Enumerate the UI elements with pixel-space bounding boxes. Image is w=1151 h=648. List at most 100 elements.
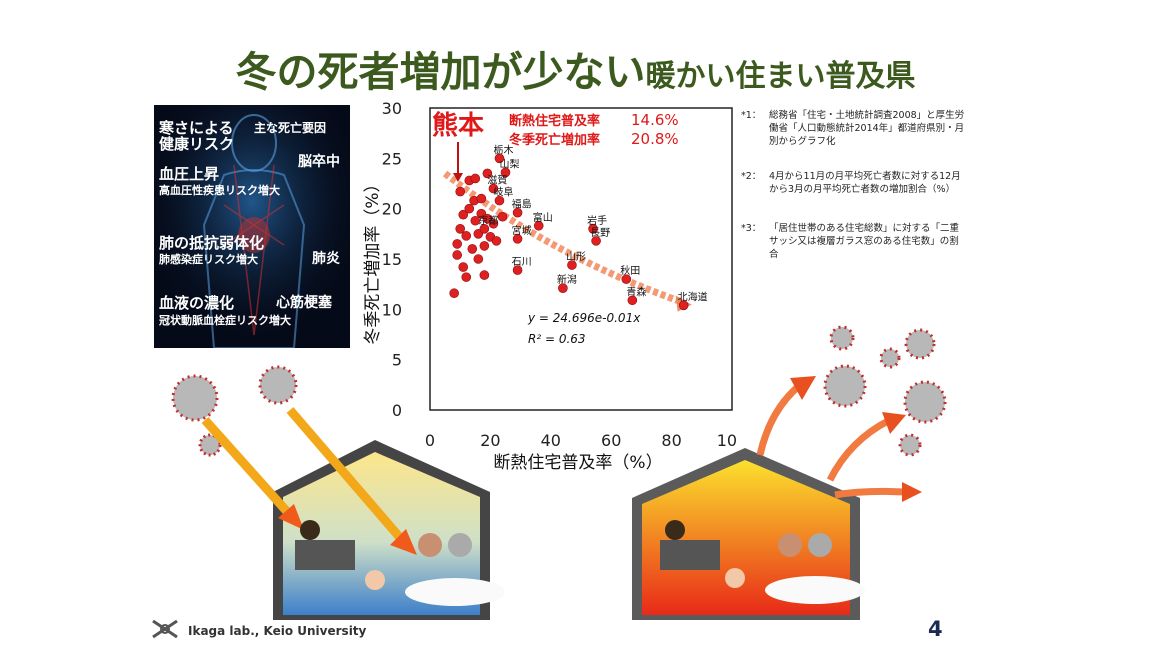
y-tick-label: 0 xyxy=(392,401,402,420)
trend-line xyxy=(442,170,685,306)
slide-title: 冬の死者増加が少ない暖かい住まい普及県 xyxy=(0,38,1151,98)
data-point xyxy=(479,224,490,234)
risk-heading-1: 寒さによる xyxy=(159,119,234,137)
data-point xyxy=(533,220,544,231)
highlight-value-1: 14.6% xyxy=(631,111,679,129)
risk-item-3-head: 血液の濃化 xyxy=(159,294,235,312)
point-label: 岐阜 xyxy=(493,186,513,199)
point-label: 北海道 xyxy=(678,290,708,303)
footer-lab-name: Ikaga lab., Keio University xyxy=(188,624,367,638)
data-point xyxy=(458,262,469,272)
risk-heading-2: 健康リスク xyxy=(159,135,235,153)
footnote-1-text: 総務省「住宅・土地統計調査2008」と厚生労働省「人口動態統計2014年」都道府… xyxy=(769,110,965,147)
warm-air-arrow-icon xyxy=(756,376,922,502)
risk-item-1-disease: 脳卒中 xyxy=(298,154,340,170)
cold-house-illustration xyxy=(171,365,505,620)
data-point xyxy=(476,193,487,204)
data-point xyxy=(497,211,508,222)
slide-title-main: 冬の死者増加が少ない xyxy=(235,48,646,96)
point-label: 宮城 xyxy=(512,224,532,237)
data-point xyxy=(558,283,568,293)
warm-house-illustration xyxy=(632,325,947,620)
data-point xyxy=(482,168,493,179)
point-label: 富山 xyxy=(533,211,553,224)
y-tick-label: 20 xyxy=(382,200,402,219)
point-label: 長野 xyxy=(590,227,610,239)
data-point xyxy=(567,260,577,270)
data-point xyxy=(455,186,465,197)
risk-item-2-disease: 肺炎 xyxy=(312,251,340,267)
data-point xyxy=(494,195,505,206)
point-label: 石川 xyxy=(512,257,532,268)
point-label: 滋賀 xyxy=(487,174,507,187)
risk-item-1-sub: 高血圧性疾患リスク増大 xyxy=(159,184,280,197)
r2-label: R² = 0.63 xyxy=(528,332,586,346)
virus-icon xyxy=(823,325,947,457)
footnote-3-mark: *3： xyxy=(741,223,762,234)
data-point xyxy=(467,244,478,254)
y-tick-label: 5 xyxy=(392,351,402,370)
data-point xyxy=(512,265,523,275)
x-tick-label: 0 xyxy=(425,431,435,450)
highlight-label-2: 冬季死亡増加率 xyxy=(509,132,600,148)
data-point xyxy=(494,153,505,164)
cold-air-arrow-icon xyxy=(201,407,417,555)
highlight-label-1: 断熱住宅普及率 xyxy=(509,113,600,129)
point-label: 山形 xyxy=(566,251,586,263)
data-point xyxy=(488,218,499,229)
risk-item-2-head: 肺の抵抗弱体化 xyxy=(159,234,265,252)
x-tick-label: 40 xyxy=(541,431,561,450)
data-point xyxy=(627,295,638,306)
data-point xyxy=(479,241,490,251)
highlight-value-2: 20.8% xyxy=(631,130,679,148)
data-point xyxy=(512,207,523,218)
point-label: 栃木 xyxy=(493,143,513,156)
data-point xyxy=(452,239,462,249)
highlight-arrowhead xyxy=(453,173,463,182)
point-label: 京都 xyxy=(478,214,498,227)
data-point xyxy=(473,254,484,264)
point-label: 岩手 xyxy=(587,214,607,227)
x-tick-label: 80 xyxy=(661,431,681,450)
family-icon xyxy=(295,520,505,606)
point-label: 秋田 xyxy=(620,264,640,277)
footnote-2-mark: *2： xyxy=(741,171,762,182)
scatter-chart: 0 5 10 15 20 25 30 0 20 40 60 80 100 栃木山梨滋賀岐阜福島京都宮城… xyxy=(363,100,738,473)
footnote-3: *3： 「居住世帯のある住宅総数」に対する「二重サッシ又は複層ガラス窓のある住宅… xyxy=(741,222,965,268)
data-point xyxy=(588,224,598,234)
footnote-1-mark: *1： xyxy=(741,110,762,121)
point-label: 山梨 xyxy=(500,157,520,170)
data-point xyxy=(470,215,481,226)
highlight-name: 熊本 xyxy=(432,110,484,141)
point-label: 青森 xyxy=(626,285,646,298)
slide-title-sub: 暖かい住まい普及県 xyxy=(645,59,916,94)
virus-icon xyxy=(171,365,298,457)
data-point xyxy=(449,288,459,299)
point-label: 福島 xyxy=(512,198,532,211)
x-tick-label: 20 xyxy=(480,431,500,450)
data-point xyxy=(621,274,632,284)
data-point xyxy=(488,183,499,194)
body-silhouette-illustration xyxy=(154,105,350,348)
data-point xyxy=(461,272,472,282)
data-point xyxy=(479,270,490,280)
x-axis-label: 断熱住宅普及率（%） xyxy=(493,453,662,473)
footnote-1: *1： 総務省「住宅・土地統計調査2008」と厚生労働省「人口動態統計2014年… xyxy=(741,109,965,169)
risk-item-1-head: 血圧上昇 xyxy=(159,165,220,183)
risk-item-2-sub: 肺感染症リスク増大 xyxy=(159,253,258,266)
x-tick-label: 60 xyxy=(601,431,621,450)
data-point xyxy=(458,209,469,220)
risk-item-3-disease: 心筋梗塞 xyxy=(276,295,332,311)
point-label: 新潟 xyxy=(557,273,577,286)
y-tick-label: 10 xyxy=(382,300,402,319)
data-point xyxy=(678,300,689,311)
data-point xyxy=(500,167,511,178)
health-risk-panel: 寒さによる 健康リスク 主な死亡要因 血圧上昇 高血圧性疾患リスク増大 脳卒中 … xyxy=(154,105,350,348)
y-tick-label: 15 xyxy=(382,250,402,269)
y-tick-label: 25 xyxy=(382,149,402,168)
data-point xyxy=(461,231,472,241)
data-point xyxy=(452,250,462,260)
data-point xyxy=(464,203,475,214)
x-tick-label: 100 xyxy=(717,431,738,450)
data-point xyxy=(470,173,481,184)
